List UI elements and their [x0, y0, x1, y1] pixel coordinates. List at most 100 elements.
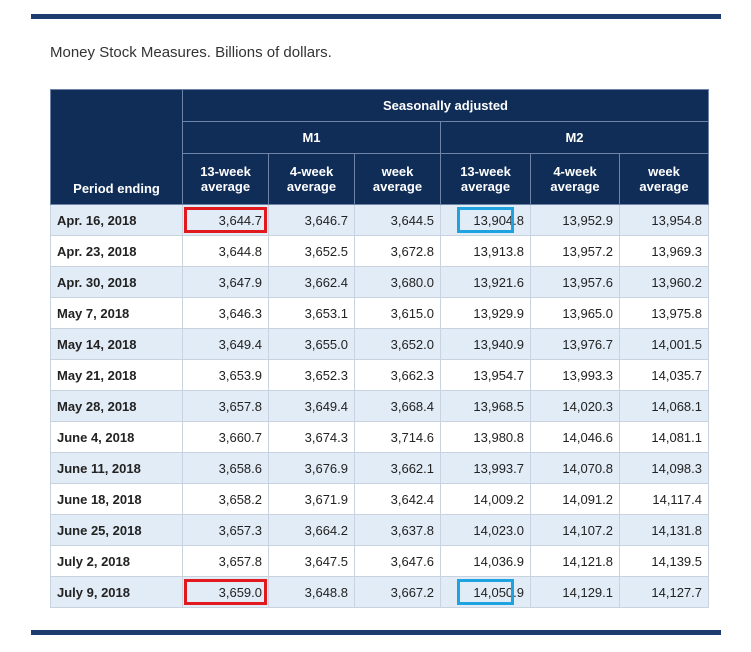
table-row: Apr. 16, 2018 3,644.7 3,646.7 3,644.5 13,904…: [50, 204, 709, 236]
value-text: 14,050.9: [473, 584, 524, 600]
column-header-line: average: [200, 179, 251, 194]
value-cell: 3,647.5: [268, 545, 355, 577]
value-cell: 14,127.7: [619, 576, 709, 608]
value-text: 13,904.8: [473, 212, 524, 228]
column-header-line: average: [286, 179, 337, 194]
value-cell: 3,615.0: [354, 297, 441, 329]
value-cell: 13,975.8: [619, 297, 709, 329]
value-cell: 14,068.1: [619, 390, 709, 422]
table-row: May 14, 2018 3,649.4 3,655.0 3,652.0 13,940.…: [50, 328, 709, 360]
value-cell: 14,107.2: [530, 514, 620, 546]
value-cell: 3,658.2: [182, 483, 269, 515]
value-cell: 14,091.2: [530, 483, 620, 515]
value-cell: 14,081.1: [619, 421, 709, 453]
period-cell: May 21, 2018: [50, 359, 183, 391]
value-cell: 13,968.5: [440, 390, 531, 422]
value-cell: 3,652.0: [354, 328, 441, 360]
column-header: week average: [619, 153, 709, 205]
value-cell: 14,009.2: [440, 483, 531, 515]
value-cell: 3,680.0: [354, 266, 441, 298]
column-header: 4-week average: [268, 153, 355, 205]
value-cell: 3,653.1: [268, 297, 355, 329]
value-cell: 3,657.8: [182, 390, 269, 422]
value-cell: 13,993.7: [440, 452, 531, 484]
table-row: July 9, 2018 3,659.0 3,648.8 3,667.2 14,050.…: [50, 576, 709, 608]
m1-header: M1: [182, 121, 441, 154]
value-cell: 3,647.6: [354, 545, 441, 577]
value-cell: 14,131.8: [619, 514, 709, 546]
value-cell: 13,913.8: [440, 235, 531, 267]
value-cell: 3,646.3: [182, 297, 269, 329]
value-cell: 3,644.7: [182, 204, 269, 236]
value-cell: 13,976.7: [530, 328, 620, 360]
value-cell: 14,023.0: [440, 514, 531, 546]
value-cell: 3,644.5: [354, 204, 441, 236]
value-cell: 14,020.3: [530, 390, 620, 422]
value-cell: 3,653.9: [182, 359, 269, 391]
value-cell: 3,671.9: [268, 483, 355, 515]
value-cell: 3,672.8: [354, 235, 441, 267]
column-header-line: average: [372, 179, 423, 194]
value-cell: 13,929.9: [440, 297, 531, 329]
value-cell: 3,655.0: [268, 328, 355, 360]
column-header-line: week: [648, 164, 680, 179]
column-header-line: 4-week: [553, 164, 597, 179]
period-cell: June 11, 2018: [50, 452, 183, 484]
value-cell: 3,649.4: [268, 390, 355, 422]
money-stock-table: Period ending Seasonally adjusted M1 M2 …: [50, 89, 709, 608]
value-cell: 13,957.6: [530, 266, 620, 298]
value-cell: 14,121.8: [530, 545, 620, 577]
table-row: May 28, 2018 3,657.8 3,649.4 3,668.4 13,968.…: [50, 390, 709, 422]
value-cell: 13,954.8: [619, 204, 709, 236]
period-cell: May 28, 2018: [50, 390, 183, 422]
value-cell: 3,659.0: [182, 576, 269, 608]
value-cell: 3,657.8: [182, 545, 269, 577]
column-header-line: 4-week: [289, 164, 334, 179]
period-cell: May 7, 2018: [50, 297, 183, 329]
table-row: June 25, 2018 3,657.3 3,664.2 3,637.8 14,023…: [50, 514, 709, 546]
value-cell: 3,667.2: [354, 576, 441, 608]
value-cell: 13,993.3: [530, 359, 620, 391]
value-cell: 3,637.8: [354, 514, 441, 546]
table-row: May 21, 2018 3,653.9 3,652.3 3,662.3 13,954.…: [50, 359, 709, 391]
value-cell: 3,649.4: [182, 328, 269, 360]
period-cell: May 14, 2018: [50, 328, 183, 360]
value-cell: 3,648.8: [268, 576, 355, 608]
column-header: 13-week average: [182, 153, 269, 205]
value-cell: 13,921.6: [440, 266, 531, 298]
column-header-line: average: [460, 179, 511, 194]
value-cell: 14,035.7: [619, 359, 709, 391]
value-cell: 14,046.6: [530, 421, 620, 453]
value-cell: 14,050.9: [440, 576, 531, 608]
value-text: 3,644.7: [218, 212, 262, 228]
value-cell: 3,647.9: [182, 266, 269, 298]
value-cell: 3,664.2: [268, 514, 355, 546]
value-cell: 3,642.4: [354, 483, 441, 515]
table-caption: Money Stock Measures. Billions of dollar…: [50, 44, 332, 61]
column-header-line: 13-week: [200, 164, 251, 179]
value-cell: 14,070.8: [530, 452, 620, 484]
value-cell: 14,129.1: [530, 576, 620, 608]
value-cell: 3,662.4: [268, 266, 355, 298]
value-cell: 3,676.9: [268, 452, 355, 484]
value-cell: 3,652.5: [268, 235, 355, 267]
value-cell: 13,960.2: [619, 266, 709, 298]
value-cell: 14,139.5: [619, 545, 709, 577]
value-cell: 13,904.8: [440, 204, 531, 236]
column-header: 4-week average: [530, 153, 620, 205]
column-header-line: average: [639, 179, 689, 194]
value-cell: 3,662.1: [354, 452, 441, 484]
period-cell: June 25, 2018: [50, 514, 183, 546]
value-cell: 3,662.3: [354, 359, 441, 391]
seasonally-adjusted-header: Seasonally adjusted: [182, 89, 709, 122]
table-row: Apr. 30, 2018 3,647.9 3,662.4 3,680.0 13,921…: [50, 266, 709, 298]
value-cell: 3,668.4: [354, 390, 441, 422]
value-cell: 3,644.8: [182, 235, 269, 267]
value-cell: 3,660.7: [182, 421, 269, 453]
value-cell: 3,646.7: [268, 204, 355, 236]
value-text: 3,659.0: [218, 584, 262, 600]
value-cell: 3,714.6: [354, 421, 441, 453]
table-row: June 4, 2018 3,660.7 3,674.3 3,714.6 13,980.…: [50, 421, 709, 453]
value-cell: 14,098.3: [619, 452, 709, 484]
value-cell: 13,980.8: [440, 421, 531, 453]
